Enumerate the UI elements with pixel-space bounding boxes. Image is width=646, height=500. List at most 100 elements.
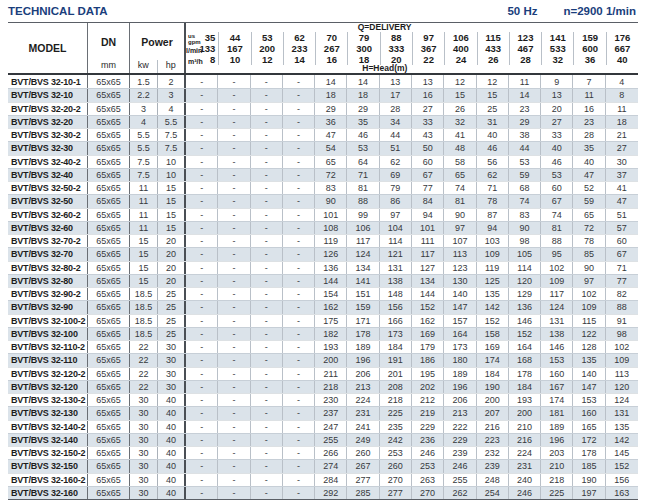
- head-value-cell: 106: [347, 222, 379, 234]
- model-cell: BVT/BVS 32-50-2: [8, 182, 88, 194]
- head-value-cell: -: [283, 447, 315, 459]
- m3h-values-row: 810121416182022242628323640: [186, 54, 638, 65]
- model-cell: BVT/BVS 32-80-2: [8, 262, 88, 274]
- head-value-cell: 31: [477, 116, 509, 128]
- head-value-cell: 147: [573, 381, 605, 393]
- head-value-cell: 114: [380, 235, 412, 247]
- table-row: BVT/BVS 32-150-265x653040----26626025324…: [8, 446, 638, 459]
- head-value-cell: 224: [509, 447, 541, 459]
- delivery-value: 367: [412, 43, 444, 54]
- head-value-cell: -: [251, 288, 283, 300]
- dn-cell: 65x65: [88, 156, 130, 168]
- table-row: BVT/BVS 32-50-265x651115----838179777471…: [8, 181, 638, 194]
- table-row: BVT/BVS 32-100-265x6518.525----175171166…: [8, 314, 638, 327]
- head-value-cell: 90: [573, 262, 605, 274]
- head-value-cell: 124: [541, 301, 573, 313]
- head-value-cell: 59: [573, 195, 605, 207]
- head-value-cell: 12: [444, 75, 476, 88]
- head-value-cell: 28: [573, 129, 605, 141]
- delivery-value: 123: [509, 32, 541, 43]
- dn-cell: 65x65: [88, 288, 130, 300]
- head-value-cell: 152: [412, 301, 444, 313]
- dn-cell: 65x65: [88, 209, 130, 221]
- head-value-cell: 44: [380, 129, 412, 141]
- head-value-cell: -: [283, 407, 315, 419]
- head-value-cell: 53: [509, 156, 541, 168]
- head-value-cell: -: [251, 142, 283, 154]
- head-value-cell: 97: [444, 222, 476, 234]
- model-cell: BVT/BVS 32-60-2: [8, 209, 88, 221]
- head-value-cell: 88: [541, 235, 573, 247]
- hp-cell: 20: [158, 262, 186, 274]
- head-value-cell: 141: [347, 275, 379, 287]
- kw-cell: 3: [130, 103, 158, 115]
- table-body: BVT/BVS 32-10-165x651.52----141413131212…: [8, 75, 638, 500]
- dn-cell: 65x65: [88, 75, 130, 88]
- head-value-cell: 74: [509, 195, 541, 207]
- head-value-cell: 103: [477, 235, 509, 247]
- delivery-value: 28: [509, 54, 541, 65]
- model-cell: BVT/BVS 32-30: [8, 142, 88, 154]
- head-value-cell: 15: [477, 89, 509, 101]
- head-value-cell: -: [283, 209, 315, 221]
- header-spacer: [186, 23, 638, 32]
- model-cell: BVT/BVS 32-50: [8, 195, 88, 207]
- head-value-cell: 13: [412, 75, 444, 88]
- head-value-cell: -: [218, 301, 250, 313]
- head-value-cell: -: [186, 182, 218, 194]
- head-value-cell: -: [186, 129, 218, 141]
- kw-cell: 18.5: [130, 301, 158, 313]
- head-value-cell: -: [251, 275, 283, 287]
- table-row: BVT/BVS 32-11065x652230----2001961911861…: [8, 353, 638, 366]
- head-value-cell: 134: [412, 275, 444, 287]
- head-value-cell: 193: [509, 394, 541, 406]
- delivery-value: 106: [444, 32, 476, 43]
- head-value-cell: 32: [444, 116, 476, 128]
- head-value-cell: 74: [444, 182, 476, 194]
- head-value-cell: 71: [606, 262, 638, 274]
- head-value-cell: 13: [541, 89, 573, 101]
- kw-cell: 30: [130, 407, 158, 419]
- head-value-cell: -: [218, 248, 250, 260]
- head-value-cell: -: [251, 301, 283, 313]
- head-value-cell: 18: [347, 89, 379, 101]
- head-value-cell: -: [283, 116, 315, 128]
- head-value-cell: 104: [380, 222, 412, 234]
- model-cell: BVT/BVS 32-160: [8, 487, 88, 499]
- dn-cell: 65x65: [88, 222, 130, 234]
- delivery-value: 32: [541, 54, 573, 65]
- head-value-cell: -: [251, 460, 283, 472]
- model-cell: BVT/BVS 32-120: [8, 381, 88, 393]
- head-value-cell: 131: [380, 262, 412, 274]
- model-cell: BVT/BVS 32-90-2: [8, 288, 88, 300]
- head-value-cell: -: [283, 315, 315, 327]
- head-value-cell: 102: [606, 341, 638, 353]
- head-value-cell: 59: [509, 169, 541, 181]
- head-value-cell: 202: [412, 381, 444, 393]
- head-value-cell: 36: [315, 116, 347, 128]
- head-value-cell: 140: [444, 288, 476, 300]
- catalog-page: TECHNICAL DATA 50 Hz n=2900 1/min MODEL …: [0, 0, 646, 500]
- head-value-cell: 165: [573, 421, 605, 433]
- kw-cell: 18.5: [130, 288, 158, 300]
- head-value-cell: 263: [412, 474, 444, 486]
- dn-cell: 65x65: [88, 315, 130, 327]
- head-value-cell: 253: [380, 447, 412, 459]
- operating-conditions: 50 Hz n=2900 1/min: [507, 5, 636, 17]
- model-column-header: MODEL: [8, 23, 88, 73]
- head-value-cell: 184: [477, 368, 509, 380]
- head-value-cell: 246: [412, 447, 444, 459]
- head-value-cell: 30: [606, 156, 638, 168]
- head-value-cell: 72: [573, 222, 605, 234]
- table-row: BVT/BVS 32-20-265x6534----29292827262523…: [8, 102, 638, 115]
- head-value-cell: 260: [380, 460, 412, 472]
- head-value-cell: -: [218, 288, 250, 300]
- head-value-cell: -: [218, 474, 250, 486]
- head-value-cell: 223: [477, 434, 509, 446]
- head-value-cell: -: [251, 487, 283, 499]
- head-value-cell: 47: [606, 195, 638, 207]
- head-value-cell: 60: [606, 235, 638, 247]
- head-value-cell: 242: [380, 434, 412, 446]
- head-value-cell: -: [218, 142, 250, 154]
- head-value-cell: 114: [509, 262, 541, 274]
